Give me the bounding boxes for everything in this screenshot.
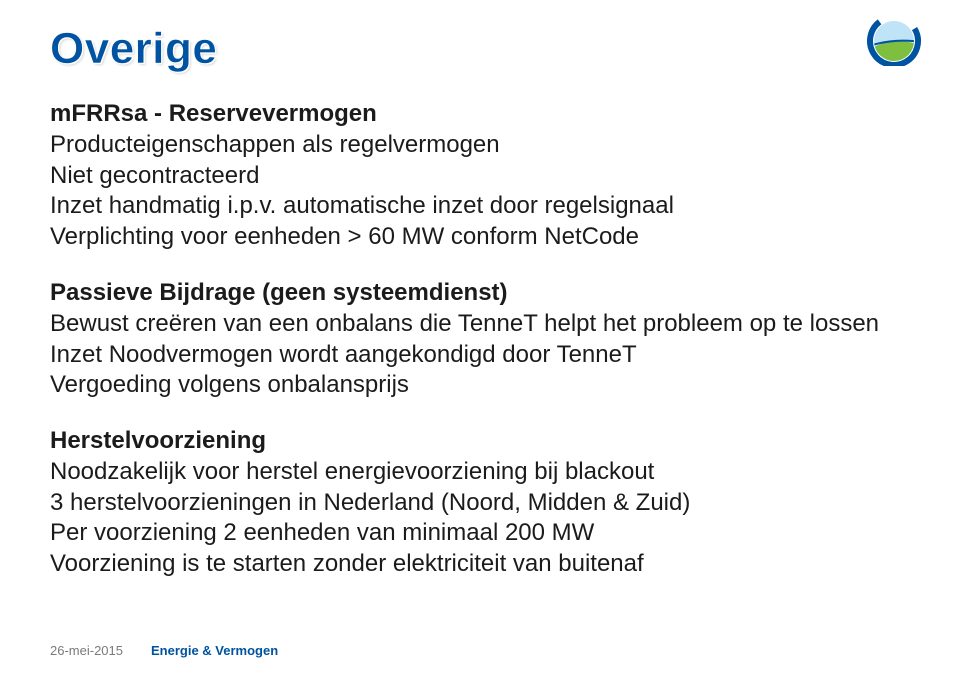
body-line: Per voorziening 2 eenheden van minimaal … (50, 518, 909, 549)
footer: 26-mei-2015 Energie & Vermogen (50, 643, 278, 658)
footer-date: 26-mei-2015 (50, 643, 123, 658)
heading-mfrrsa: mFRRsa - Reservevermogen (50, 100, 909, 128)
body-line: Inzet handmatig i.p.v. automatische inze… (50, 191, 909, 222)
block-mfrrsa: mFRRsa - Reservevermogen Producteigensch… (50, 100, 909, 253)
body-line: Inzet Noodvermogen wordt aangekondigd do… (50, 340, 909, 371)
tennet-logo (839, 16, 929, 66)
block-passieve-bijdrage: Passieve Bijdrage (geen systeemdienst) B… (50, 279, 909, 401)
body-line: 3 herstelvoorzieningen in Nederland (Noo… (50, 488, 909, 519)
body-line: Voorziening is te starten zonder elektri… (50, 549, 909, 580)
body-line: Niet gecontracteerd (50, 161, 909, 192)
heading-herstelvoorziening: Herstelvoorziening (50, 427, 909, 455)
body-line: Verplichting voor eenheden > 60 MW confo… (50, 222, 909, 253)
body-line: Bewust creëren van een onbalans die Tenn… (50, 309, 909, 340)
body-line: Noodzakelijk voor herstel energievoorzie… (50, 457, 909, 488)
slide-title: Overige (50, 24, 909, 74)
body-line: Vergoeding volgens onbalansprijs (50, 370, 909, 401)
block-herstelvoorziening: Herstelvoorziening Noodzakelijk voor her… (50, 427, 909, 580)
footer-topic: Energie & Vermogen (151, 643, 278, 658)
slide: Overige mFRRsa - Reservevermogen Product… (0, 0, 959, 676)
body-line: Producteigenschappen als regelvermogen (50, 130, 909, 161)
heading-passieve-bijdrage: Passieve Bijdrage (geen systeemdienst) (50, 279, 909, 307)
